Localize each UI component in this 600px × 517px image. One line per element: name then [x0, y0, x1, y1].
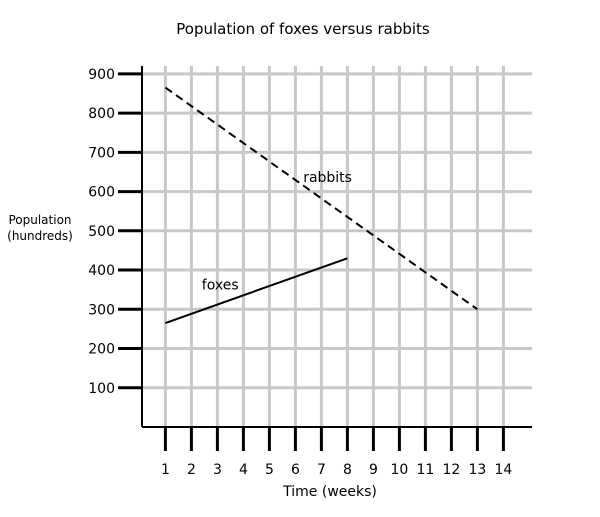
x-axis-ticks: 1 2 3 4 5 6 7 8 9 10 11 12 13 14 [161, 427, 512, 478]
y-tick-label: 800 [88, 106, 115, 122]
y-tick-label: 700 [88, 145, 115, 161]
axes [141, 66, 532, 428]
y-axis-ticks: 100 200 300 400 500 600 700 800 900 [88, 67, 142, 397]
x-tick-label: 6 [291, 462, 300, 478]
y-axis-label-line-1: Population [8, 213, 71, 227]
x-tick-label: 11 [416, 462, 434, 478]
x-tick-label: 5 [265, 462, 274, 478]
y-tick-label: 500 [88, 224, 115, 240]
x-tick-label: 1 [161, 462, 170, 478]
x-tick-label: 3 [213, 462, 222, 478]
series-line-rabbits [164, 86, 478, 311]
series-lines [164, 86, 478, 324]
y-tick-label: 900 [88, 67, 115, 83]
y-tick-label: 100 [88, 381, 115, 397]
x-axis-label: Time (weeks) [282, 484, 377, 500]
series-annotations: rabbits foxes [202, 170, 352, 294]
y-axis-label-line-2: (hundreds) [7, 229, 73, 243]
x-tick-label: 10 [390, 462, 408, 478]
x-tick-label: 7 [317, 462, 326, 478]
y-tick-label: 400 [88, 263, 115, 279]
series-label-foxes: foxes [202, 278, 239, 294]
chart-title: Population of foxes versus rabbits [176, 20, 430, 38]
series-label-rabbits: rabbits [303, 170, 352, 186]
x-tick-label: 2 [187, 462, 196, 478]
x-tick-label: 9 [369, 462, 378, 478]
y-tick-label: 200 [88, 342, 115, 358]
x-tick-label: 8 [343, 462, 352, 478]
y-tick-label: 600 [88, 185, 115, 201]
x-tick-label: 4 [239, 462, 248, 478]
x-tick-label: 14 [494, 462, 512, 478]
x-tick-label: 12 [442, 462, 460, 478]
series-line-foxes [165, 257, 348, 324]
grid [142, 66, 532, 427]
y-tick-label: 300 [88, 302, 115, 318]
x-tick-label: 13 [468, 462, 486, 478]
